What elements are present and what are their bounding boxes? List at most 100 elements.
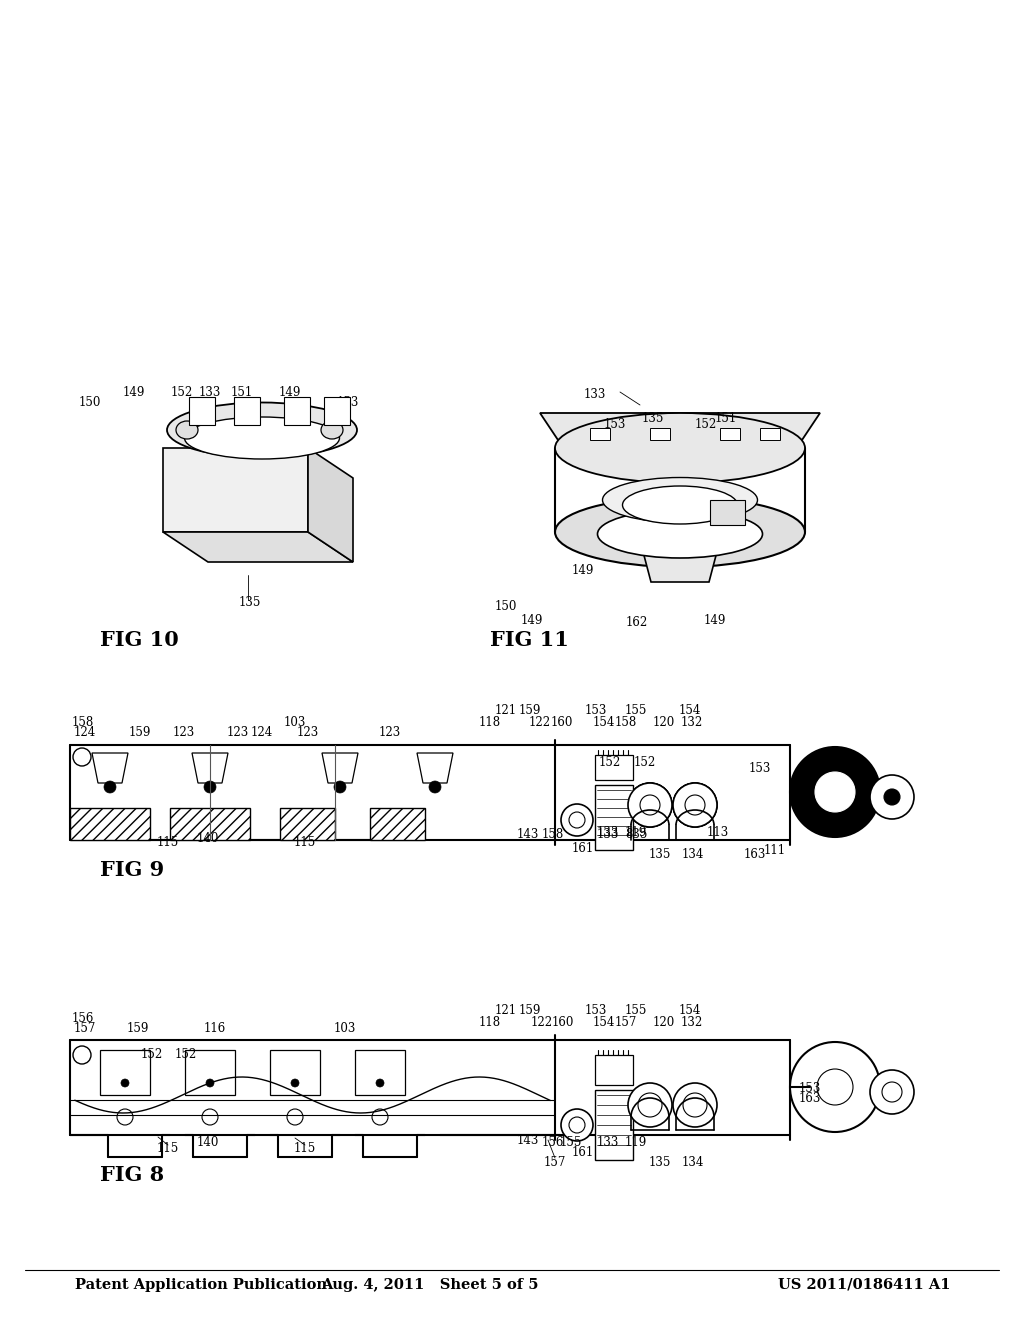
Text: FIG 8: FIG 8 — [100, 1166, 164, 1185]
Text: 835: 835 — [625, 829, 647, 842]
Ellipse shape — [321, 421, 343, 440]
Circle shape — [73, 1045, 91, 1064]
Text: 121: 121 — [495, 704, 517, 717]
Ellipse shape — [176, 421, 198, 440]
Text: 155: 155 — [625, 1003, 647, 1016]
Text: 155: 155 — [625, 704, 647, 717]
Text: 115: 115 — [157, 1142, 179, 1155]
Text: 159: 159 — [519, 1003, 542, 1016]
Text: 135: 135 — [649, 849, 671, 862]
Text: 135: 135 — [239, 595, 261, 609]
Text: 115: 115 — [294, 837, 316, 850]
Bar — [324, 397, 350, 425]
Circle shape — [569, 1117, 585, 1133]
Text: 161: 161 — [571, 842, 594, 854]
Text: 152: 152 — [695, 418, 717, 432]
Bar — [595, 1055, 633, 1085]
Circle shape — [683, 1093, 707, 1117]
Text: 133: 133 — [199, 385, 221, 399]
Text: 116: 116 — [204, 1022, 226, 1035]
Text: 158: 158 — [72, 715, 94, 729]
Text: 152: 152 — [141, 1048, 163, 1061]
Text: 140: 140 — [197, 1137, 219, 1150]
Text: 122: 122 — [530, 1015, 553, 1028]
Ellipse shape — [602, 478, 758, 523]
Text: 152: 152 — [634, 756, 656, 770]
Text: 150: 150 — [495, 601, 517, 614]
Bar — [189, 397, 215, 425]
Bar — [170, 808, 250, 840]
Text: 153: 153 — [799, 1081, 821, 1094]
Circle shape — [870, 775, 914, 818]
Text: 143: 143 — [517, 1134, 540, 1147]
Circle shape — [790, 747, 880, 837]
Circle shape — [429, 781, 441, 793]
Text: 160: 160 — [551, 715, 573, 729]
Text: 155: 155 — [560, 1137, 583, 1150]
Text: 120: 120 — [653, 1015, 675, 1028]
Text: 154: 154 — [593, 715, 615, 729]
Circle shape — [561, 1109, 593, 1140]
Circle shape — [372, 1109, 388, 1125]
Circle shape — [569, 812, 585, 828]
Text: 158: 158 — [542, 829, 564, 842]
Bar — [355, 1049, 406, 1096]
Text: 133: 133 — [597, 829, 620, 842]
Circle shape — [673, 1082, 717, 1127]
Text: 157: 157 — [614, 1015, 637, 1028]
Text: 134: 134 — [682, 849, 705, 862]
Text: 154: 154 — [679, 1003, 701, 1016]
Text: 111: 111 — [764, 843, 786, 857]
Text: 119: 119 — [625, 1137, 647, 1150]
Wedge shape — [673, 783, 717, 828]
Polygon shape — [92, 752, 128, 783]
Text: 153: 153 — [604, 418, 627, 432]
Text: 135: 135 — [642, 412, 665, 425]
Bar — [234, 397, 260, 425]
Circle shape — [673, 783, 717, 828]
Bar — [590, 428, 610, 440]
Circle shape — [638, 1093, 662, 1117]
Text: 134: 134 — [682, 1155, 705, 1168]
Circle shape — [628, 783, 672, 828]
Polygon shape — [322, 752, 358, 783]
Wedge shape — [628, 783, 672, 828]
Text: 157: 157 — [74, 1022, 96, 1035]
Text: 149: 149 — [123, 385, 145, 399]
Bar — [270, 1049, 319, 1096]
Text: 133: 133 — [597, 826, 620, 840]
Text: 113: 113 — [707, 826, 729, 840]
Text: Patent Application Publication: Patent Application Publication — [75, 1278, 327, 1292]
Text: 154: 154 — [679, 704, 701, 717]
Circle shape — [817, 1069, 853, 1105]
Text: 150: 150 — [79, 396, 101, 408]
Bar — [70, 808, 150, 840]
Circle shape — [790, 1041, 880, 1133]
Text: 118: 118 — [479, 715, 501, 729]
Bar — [720, 428, 740, 440]
Circle shape — [628, 1082, 672, 1127]
Bar — [280, 808, 335, 840]
Text: 159: 159 — [127, 1022, 150, 1035]
Polygon shape — [193, 752, 228, 783]
Ellipse shape — [555, 413, 805, 483]
Text: 153: 153 — [585, 704, 607, 717]
Text: 152: 152 — [175, 1048, 198, 1061]
Text: 120: 120 — [653, 715, 675, 729]
Text: 149: 149 — [571, 564, 594, 577]
Polygon shape — [163, 447, 308, 532]
Ellipse shape — [167, 403, 357, 458]
Text: 119: 119 — [625, 826, 647, 840]
Text: 103: 103 — [334, 1022, 356, 1035]
Bar — [760, 428, 780, 440]
Bar — [595, 755, 633, 780]
Ellipse shape — [597, 510, 763, 558]
Text: US 2011/0186411 A1: US 2011/0186411 A1 — [777, 1278, 950, 1292]
Circle shape — [204, 781, 216, 793]
Text: 132: 132 — [681, 1015, 703, 1028]
Circle shape — [628, 783, 672, 828]
Text: 154: 154 — [593, 1015, 615, 1028]
Circle shape — [287, 1109, 303, 1125]
Text: 163: 163 — [799, 1092, 821, 1105]
Text: 124: 124 — [251, 726, 273, 738]
